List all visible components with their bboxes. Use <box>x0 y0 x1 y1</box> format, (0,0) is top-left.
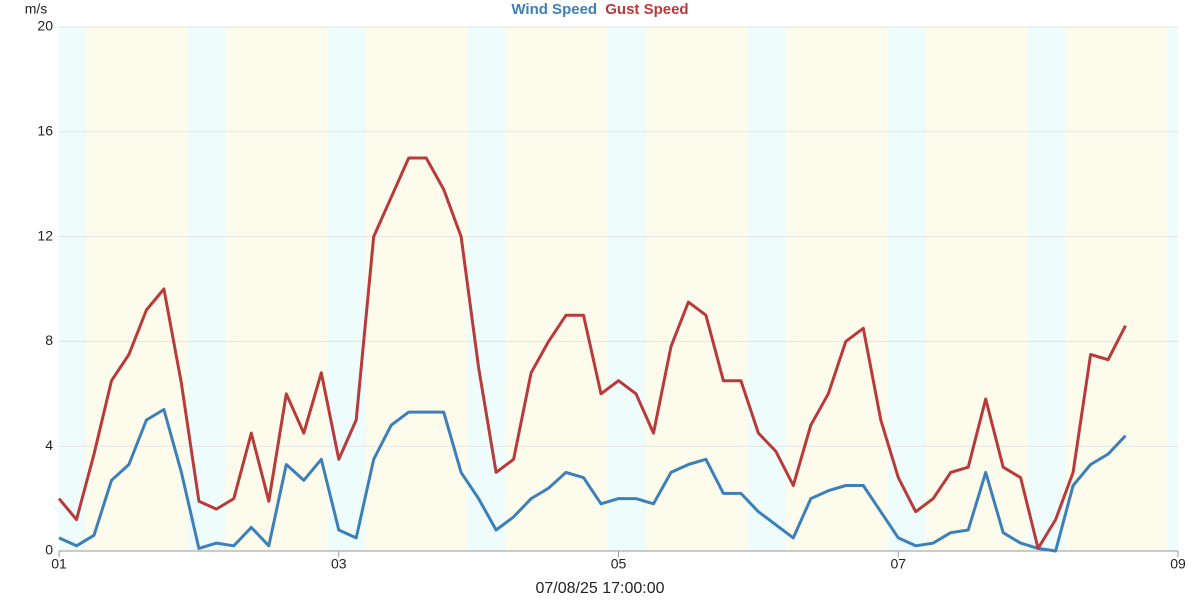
y-axis-label: m/s <box>25 1 48 17</box>
x-tick-label: 07 <box>890 556 906 572</box>
x-tick-label: 03 <box>331 556 347 572</box>
x-axis-label: 07/08/25 17:00:00 <box>535 580 664 597</box>
legend-entry[interactable]: Wind Speed <box>511 1 597 18</box>
x-tick-label: 09 <box>1170 556 1186 572</box>
x-tick-label: 05 <box>611 556 627 572</box>
y-tick-label: 0 <box>45 542 53 558</box>
y-tick-label: 16 <box>37 123 53 139</box>
series-line <box>57 156 1127 550</box>
background-bands <box>59 27 1178 551</box>
x-tick-label: 01 <box>51 556 67 572</box>
y-tick-label: 12 <box>37 227 53 243</box>
legend: Wind Speed Gust Speed <box>511 1 688 18</box>
y-tick-label: 20 <box>37 18 53 34</box>
series-line <box>58 408 1127 553</box>
legend-entry[interactable]: Gust Speed <box>605 1 688 18</box>
y-tick-label: 4 <box>45 437 53 453</box>
y-tick-label: 8 <box>45 332 53 348</box>
